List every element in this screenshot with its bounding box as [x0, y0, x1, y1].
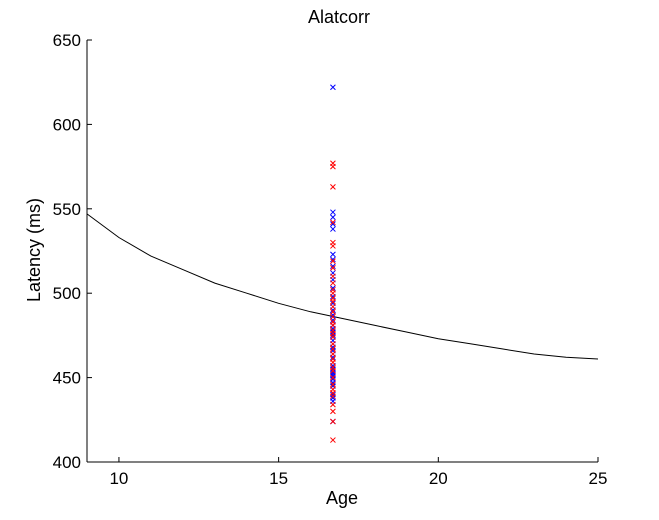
axes: 10 15 20 25 400 450 500 550 600 650 [53, 31, 608, 488]
scatter-series-1 [330, 84, 336, 425]
x-tick-label: 25 [589, 469, 608, 488]
scatter-point [330, 401, 336, 408]
scatter-point [330, 340, 336, 347]
scatter-point [330, 437, 336, 443]
y-tick-label: 600 [53, 115, 81, 134]
scatter-point [330, 334, 336, 340]
scatter-point [330, 265, 336, 271]
scatter-point [330, 258, 336, 264]
x-tick-label: 15 [269, 469, 288, 488]
scatter-point [330, 346, 336, 352]
scatter-point [330, 214, 336, 221]
scatter-point [330, 322, 336, 329]
scatter-point [330, 256, 336, 263]
y-tick-label: 450 [53, 369, 81, 388]
x-tick-label: 10 [109, 469, 128, 488]
scatter-point [330, 351, 336, 357]
scatter-point [330, 359, 336, 366]
y-tick-label: 500 [53, 284, 81, 303]
scatter-point [330, 303, 336, 310]
scatter-point [330, 308, 336, 315]
scatter-point [330, 219, 336, 226]
scatter-point [330, 313, 336, 320]
scatter-point [330, 221, 336, 227]
scatter-point [330, 163, 336, 170]
scatter-point [330, 84, 336, 91]
y-tick-label: 550 [53, 200, 81, 219]
scatter-point [330, 285, 336, 291]
y-tick-label: 650 [53, 31, 81, 50]
y-axis-title: Latency (ms) [24, 198, 44, 302]
scatter-point [330, 374, 336, 381]
chart-title: Alatcorr [308, 7, 370, 27]
scatter-point [330, 273, 336, 280]
scatter-point [330, 263, 336, 270]
scatter-point [330, 280, 336, 286]
scatter-point [330, 251, 336, 258]
scatter-point [330, 298, 336, 305]
scatter-point [330, 393, 336, 400]
scatter-point [330, 381, 336, 388]
plot-area [86, 84, 599, 443]
scatter-point [330, 332, 336, 339]
x-tick-label: 20 [429, 469, 448, 488]
scatter-series-2 [330, 160, 336, 443]
scatter-point [330, 418, 336, 425]
y-tick-label: 400 [53, 453, 81, 472]
scatter-point [330, 184, 336, 190]
scatter-point [330, 209, 336, 216]
scatter-point [330, 226, 336, 232]
scatter-point [330, 408, 336, 415]
scatter-point [330, 290, 336, 297]
x-axis-title: Age [326, 488, 358, 508]
fit-curve-line [86, 213, 599, 360]
scatter-point [330, 243, 336, 249]
scatter-point [330, 367, 336, 374]
